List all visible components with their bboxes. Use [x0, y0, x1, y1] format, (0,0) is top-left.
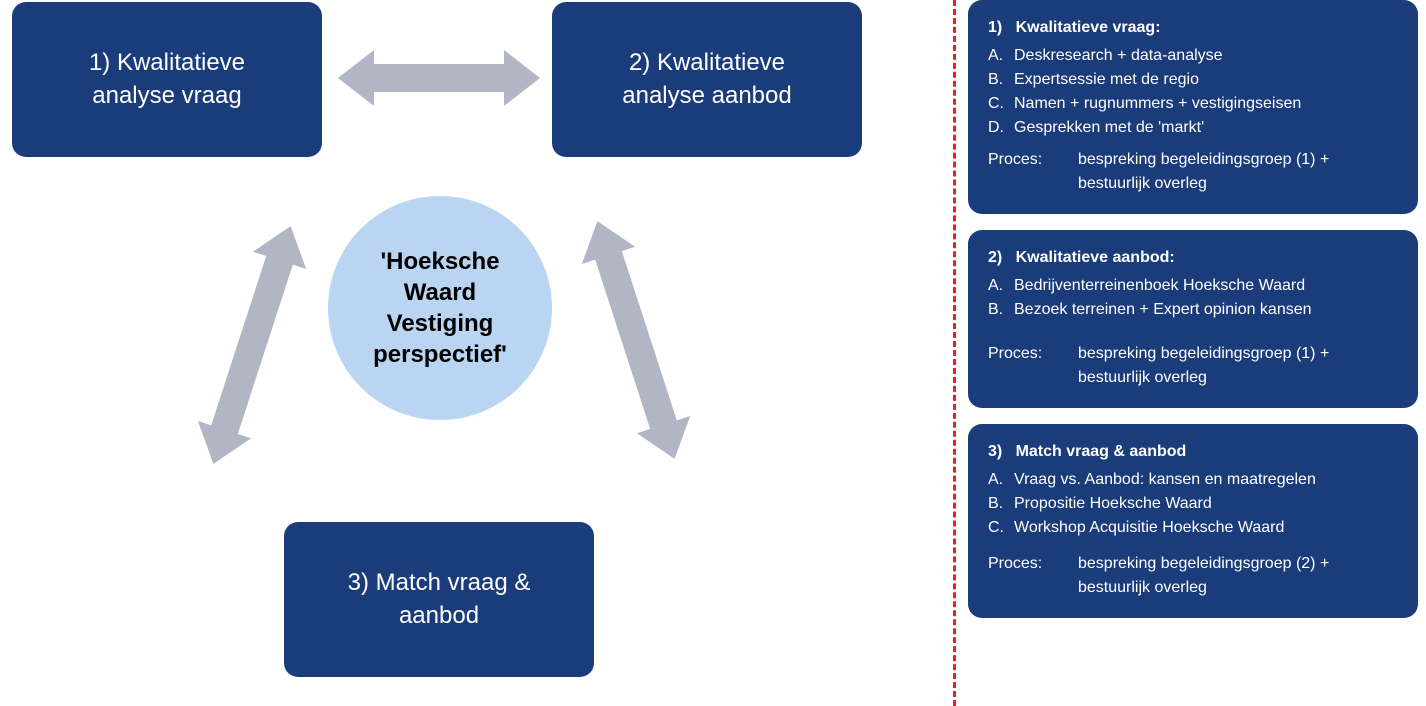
item-text: Gesprekken met de 'markt'	[1014, 116, 1204, 140]
item-letter: A.	[988, 44, 1014, 68]
diagram-panel: 1) Kwalitatieveanalyse vraag 2) Kwalitat…	[0, 0, 950, 706]
item-text: Vraag vs. Aanbod: kansen en maatregelen	[1014, 468, 1316, 492]
item-text: Propositie Hoeksche Waard	[1014, 492, 1212, 516]
list-item: B. Propositie Hoeksche Waard	[988, 492, 1398, 516]
heading-text: Match vraag & aanbod	[1016, 443, 1187, 460]
card-heading: 2) Kwalitatieve aanbod:	[988, 246, 1398, 270]
vertical-divider	[953, 0, 956, 706]
proces-text: bespreking begeleidingsgroep (2) + bestu…	[1078, 552, 1398, 600]
heading-num: 2)	[988, 249, 1002, 266]
item-letter: C.	[988, 516, 1014, 540]
heading-num: 1)	[988, 19, 1002, 36]
info-panel: 1) Kwalitatieve vraag: A. Deskresearch +…	[968, 0, 1418, 706]
card-heading: 1) Kwalitatieve vraag:	[988, 16, 1398, 40]
bidirectional-arrow-icon	[338, 50, 540, 106]
proces-row: Proces: bespreking begeleidingsgroep (2)…	[988, 552, 1398, 600]
item-letter: B.	[988, 298, 1014, 322]
bidirectional-arrow-icon	[571, 212, 702, 467]
proces-text: bespreking begeleidingsgroep (1) + bestu…	[1078, 148, 1398, 196]
heading-text: Kwalitatieve aanbod:	[1016, 249, 1175, 266]
list-item: A. Vraag vs. Aanbod: kansen en maatregel…	[988, 468, 1398, 492]
list-item: B. Bezoek terreinen + Expert opinion kan…	[988, 298, 1398, 322]
proces-label: Proces:	[988, 148, 1078, 196]
item-text: Namen + rugnummers + vestigingseisen	[1014, 92, 1301, 116]
item-letter: B.	[988, 492, 1014, 516]
list-item: B. Expertsessie met de regio	[988, 68, 1398, 92]
item-letter: A.	[988, 468, 1014, 492]
box-label: 2) Kwalitatieveanalyse aanbod	[622, 47, 791, 112]
proces-row: Proces: bespreking begeleidingsgroep (1)…	[988, 342, 1398, 390]
info-card-3: 3) Match vraag & aanbod A. Vraag vs. Aan…	[968, 424, 1418, 618]
item-text: Deskresearch + data-analyse	[1014, 44, 1223, 68]
box-kwalitatieve-vraag: 1) Kwalitatieveanalyse vraag	[12, 2, 322, 157]
heading-text: Kwalitatieve vraag:	[1016, 19, 1161, 36]
item-letter: A.	[988, 274, 1014, 298]
list-item: D. Gesprekken met de 'markt'	[988, 116, 1398, 140]
list-item: C. Workshop Acquisitie Hoeksche Waard	[988, 516, 1398, 540]
proces-text: bespreking begeleidingsgroep (1) + bestu…	[1078, 342, 1398, 390]
item-text: Bezoek terreinen + Expert opinion kansen	[1014, 298, 1312, 322]
item-letter: B.	[988, 68, 1014, 92]
center-circle: 'HoekscheWaardVestigingperspectief'	[328, 196, 552, 420]
proces-row: Proces: bespreking begeleidingsgroep (1)…	[988, 148, 1398, 196]
bidirectional-arrow-icon	[187, 217, 318, 472]
box-label: 3) Match vraag &aanbod	[348, 567, 531, 632]
proces-label: Proces:	[988, 342, 1078, 390]
box-match-vraag-aanbod: 3) Match vraag &aanbod	[284, 522, 594, 677]
info-card-1: 1) Kwalitatieve vraag: A. Deskresearch +…	[968, 0, 1418, 214]
card-heading: 3) Match vraag & aanbod	[988, 440, 1398, 464]
heading-num: 3)	[988, 443, 1002, 460]
item-text: Bedrijventerreinenboek Hoeksche Waard	[1014, 274, 1305, 298]
item-text: Expertsessie met de regio	[1014, 68, 1199, 92]
list-item: A. Bedrijventerreinenboek Hoeksche Waard	[988, 274, 1398, 298]
item-letter: C.	[988, 92, 1014, 116]
item-letter: D.	[988, 116, 1014, 140]
item-text: Workshop Acquisitie Hoeksche Waard	[1014, 516, 1284, 540]
info-card-2: 2) Kwalitatieve aanbod: A. Bedrijventerr…	[968, 230, 1418, 408]
box-label: 1) Kwalitatieveanalyse vraag	[89, 47, 245, 112]
list-item: C. Namen + rugnummers + vestigingseisen	[988, 92, 1398, 116]
circle-label: 'HoekscheWaardVestigingperspectief'	[373, 246, 507, 371]
proces-label: Proces:	[988, 552, 1078, 600]
box-kwalitatieve-aanbod: 2) Kwalitatieveanalyse aanbod	[552, 2, 862, 157]
list-item: A. Deskresearch + data-analyse	[988, 44, 1398, 68]
